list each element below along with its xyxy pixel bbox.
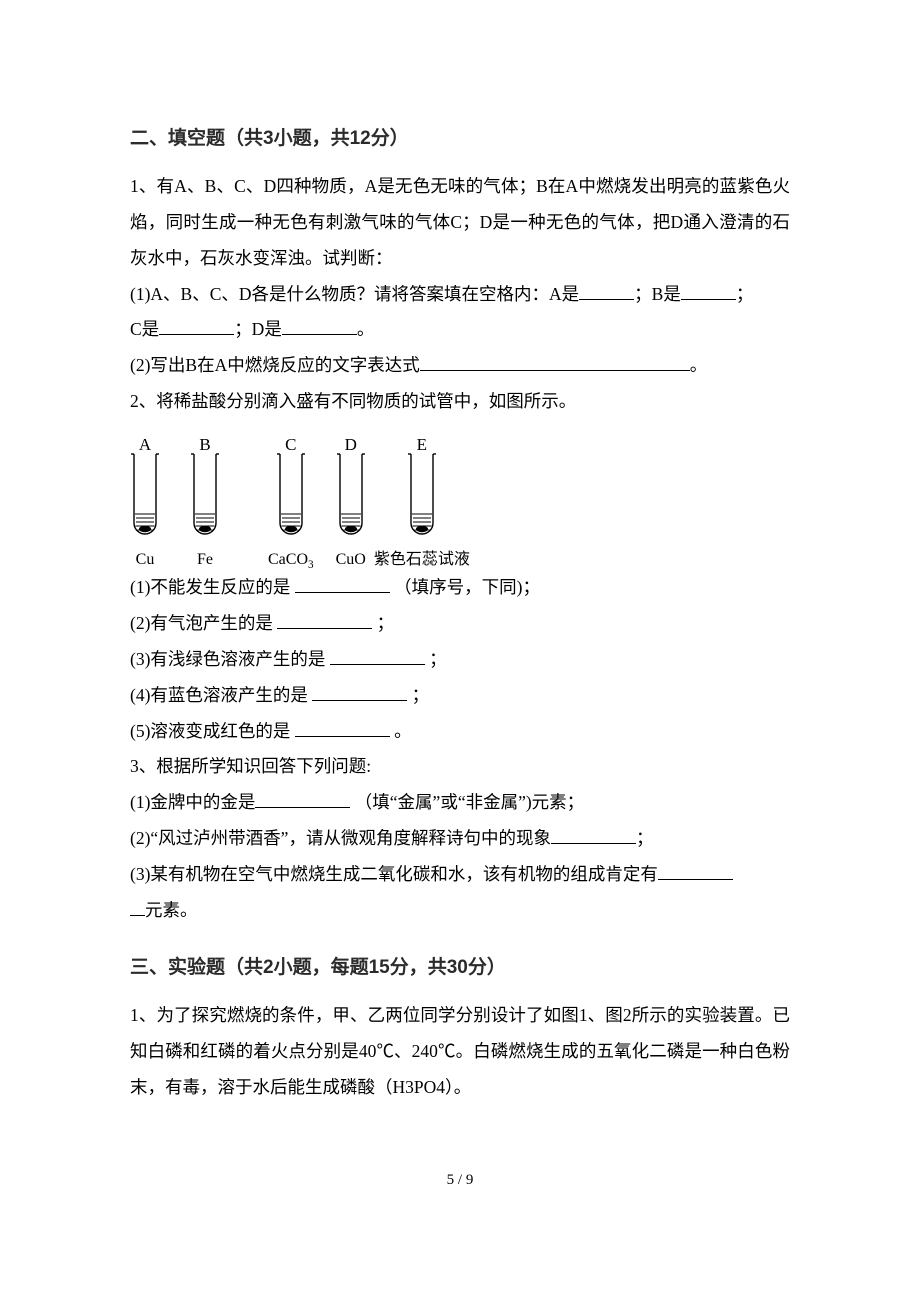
q1-part1b: C是 ；D是 。 bbox=[130, 312, 790, 348]
tube-col: D CuO bbox=[336, 428, 366, 566]
q3-l1b: （填“金属”或“非金属”)元素； bbox=[350, 792, 584, 812]
tube-col: B Fe bbox=[190, 428, 220, 566]
blank-3-3a bbox=[658, 862, 733, 881]
q2-l4: (4)有蓝色溶液产生的是 ； bbox=[130, 678, 790, 714]
q1-end: 。 bbox=[357, 319, 375, 339]
tube-top-label: E bbox=[417, 428, 427, 448]
blank-2-2 bbox=[277, 610, 372, 629]
tube-bottom-label: CuO bbox=[336, 544, 366, 566]
section2-title: 二、填空题（共3小题，共12分） bbox=[130, 120, 790, 159]
q3-l2a: (2)“风过泸州带酒香”，请从微观角度解释诗句中的现象 bbox=[130, 828, 551, 848]
blank-2-3 bbox=[330, 646, 425, 665]
q2-l1: (1)不能发生反应的是 （填序号，下同)； bbox=[130, 570, 790, 606]
blank-expr bbox=[420, 353, 690, 372]
q2-l2a: (2)有气泡产生的是 bbox=[130, 613, 277, 633]
page-number: 5 / 9 bbox=[130, 1165, 790, 1196]
q3-l3a: (3)某有机物在空气中燃烧生成二氧化碳和水，该有机物的组成肯定有 bbox=[130, 864, 658, 884]
q2-intro: 2、将稀盐酸分别滴入盛有不同物质的试管中，如图所示。 bbox=[130, 384, 790, 420]
exp1: 1、为了探究燃烧的条件，甲、乙两位同学分别设计了如图1、图2所示的实验装置。已知… bbox=[130, 998, 790, 1106]
q2-l1a: (1)不能发生反应的是 bbox=[130, 577, 295, 597]
tube-top-label: C bbox=[285, 428, 296, 448]
blank-a bbox=[579, 281, 634, 300]
section3-title: 三、实验题（共2小题，每题15分，共30分） bbox=[130, 949, 790, 988]
tube-bottom-label: CaCO3 bbox=[268, 544, 314, 566]
tube-col: A Cu bbox=[130, 428, 160, 566]
q3-l2b: ； bbox=[636, 828, 654, 848]
q2-l5: (5)溶液变成红色的是 。 bbox=[130, 714, 790, 750]
tube-bottom-label: Fe bbox=[197, 544, 213, 566]
q1-p1-a: (1)A、B、C、D各是什么物质？请将答案填在空格内：A是 bbox=[130, 284, 579, 304]
test-tube-icon bbox=[276, 452, 306, 538]
tube-top-label: B bbox=[199, 428, 210, 448]
q3-l1: (1)金牌中的金是 （填“金属”或“非金属”)元素； bbox=[130, 785, 790, 821]
blank-2-4 bbox=[312, 682, 407, 701]
q3-l1a: (1)金牌中的金是 bbox=[130, 792, 255, 812]
q2-l2: (2)有气泡产生的是 ； bbox=[130, 606, 790, 642]
q3-intro: 3、根据所学知识回答下列问题: bbox=[130, 749, 790, 785]
q2-l4a: (4)有蓝色溶液产生的是 bbox=[130, 685, 312, 705]
tube-col: E 紫色石蕊试液 bbox=[374, 428, 470, 566]
blank-3-3b bbox=[130, 897, 145, 916]
q1-dsuf: ；D是 bbox=[234, 319, 282, 339]
test-tube-icon bbox=[336, 452, 366, 538]
test-tube-icon bbox=[407, 452, 437, 538]
q2-l3b: ； bbox=[425, 649, 447, 669]
blank-3-1 bbox=[255, 790, 350, 809]
q2-l5b: 。 bbox=[390, 721, 412, 741]
test-tube-icon bbox=[190, 452, 220, 538]
blank-d bbox=[282, 317, 357, 336]
q3-l3b-txt: 元素。 bbox=[145, 900, 198, 920]
q1-bsuf: ；B是 bbox=[634, 284, 681, 304]
blank-3-2 bbox=[551, 826, 636, 845]
q1-c: C是 bbox=[130, 319, 159, 339]
q1-part1: (1)A、B、C、D各是什么物质？请将答案填在空格内：A是 ；B是 ； bbox=[130, 277, 790, 313]
q1-p2: (2)写出B在A中燃烧反应的文字表达式 bbox=[130, 355, 420, 375]
q2-l3: (3)有浅绿色溶液产生的是 ； bbox=[130, 642, 790, 678]
tube-bottom-label: Cu bbox=[136, 544, 155, 566]
q2-l4b: ； bbox=[407, 685, 429, 705]
q2-l2b: ； bbox=[372, 613, 394, 633]
q3-l3: (3)某有机物在空气中燃烧生成二氧化碳和水，该有机物的组成肯定有 bbox=[130, 857, 790, 893]
blank-c bbox=[159, 317, 234, 336]
q3-l3b: 元素。 bbox=[130, 893, 790, 929]
test-tube-icon bbox=[130, 452, 160, 538]
tube-top-label: D bbox=[345, 428, 357, 448]
tube-top-label: A bbox=[139, 428, 151, 448]
tube-col: C CaCO3 bbox=[268, 428, 314, 566]
blank-b bbox=[681, 281, 736, 300]
blank-2-1 bbox=[295, 575, 390, 594]
q1-part2: (2)写出B在A中燃烧反应的文字表达式 。 bbox=[130, 348, 790, 384]
q2-l5a: (5)溶液变成红色的是 bbox=[130, 721, 295, 741]
q2-l3a: (3)有浅绿色溶液产生的是 bbox=[130, 649, 330, 669]
q3-l2: (2)“风过泸州带酒香”，请从微观角度解释诗句中的现象 ； bbox=[130, 821, 790, 857]
tube-diagram: A Cu B Fe C CaCO3 D CuO E 紫色石蕊试液 bbox=[130, 428, 790, 566]
blank-2-5 bbox=[295, 718, 390, 737]
tube-bottom-label: 紫色石蕊试液 bbox=[374, 544, 470, 566]
q2-l1b: （填序号，下同)； bbox=[390, 577, 540, 597]
q1-p2-end: 。 bbox=[690, 355, 708, 375]
q1-csuf: ； bbox=[736, 284, 754, 304]
q1-intro: 1、有A、B、C、D四种物质，A是无色无味的气体；B在A中燃烧发出明亮的蓝紫色火… bbox=[130, 169, 790, 277]
